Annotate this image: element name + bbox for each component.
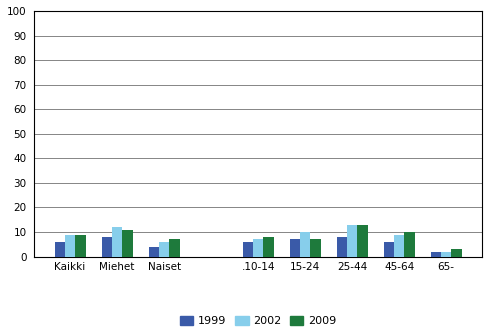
Bar	[289, 240, 299, 257]
Bar	[440, 252, 450, 257]
Bar	[148, 247, 159, 257]
Bar	[346, 225, 357, 257]
Bar	[65, 235, 75, 257]
Bar	[252, 240, 263, 257]
Bar	[122, 230, 132, 257]
Bar	[263, 237, 273, 257]
Bar	[336, 237, 346, 257]
Legend: 1999, 2002, 2009: 1999, 2002, 2009	[175, 311, 340, 329]
Bar	[310, 240, 320, 257]
Bar	[450, 249, 461, 257]
Bar	[75, 235, 85, 257]
Bar	[404, 232, 414, 257]
Bar	[430, 252, 440, 257]
Bar	[169, 240, 179, 257]
Bar	[112, 227, 122, 257]
Bar	[242, 242, 252, 257]
Bar	[357, 225, 367, 257]
Bar	[159, 242, 169, 257]
Bar	[393, 235, 404, 257]
Bar	[102, 237, 112, 257]
Bar	[383, 242, 393, 257]
Bar	[55, 242, 65, 257]
Bar	[299, 232, 310, 257]
